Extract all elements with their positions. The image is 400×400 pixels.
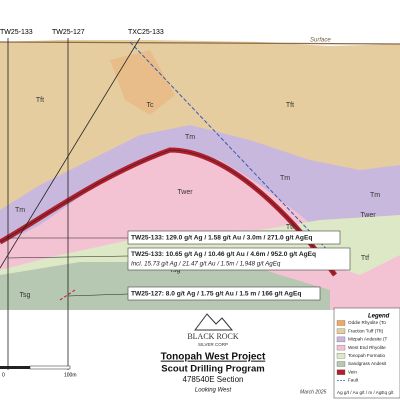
hole-label: TW25-133 — [0, 29, 33, 36]
legend-label: Sandgrass Andesit — [348, 361, 387, 366]
legend-swatch — [336, 328, 346, 334]
hole-label: TW25-127 — [52, 29, 85, 36]
legend-label: Mizpah Andesite (T — [348, 337, 388, 342]
surface-line — [0, 41, 400, 45]
unit-label: Tm — [185, 134, 195, 141]
unit-label: Twer — [360, 212, 376, 219]
unit-label: Tm — [280, 175, 290, 182]
unit-label: Tm — [370, 192, 380, 199]
unit-label: Ttf — [361, 255, 369, 262]
callout-box — [127, 247, 351, 271]
legend-swatch — [336, 353, 346, 359]
legend-items: Oddie Rhyolite (To Fraction Tuff (Tft) Miz… — [336, 320, 388, 383]
vein-outline — [0, 149, 336, 276]
intercept: TW25-127: 8.0 g/t Ag / 1.75 g/t Au / 1.5… — [131, 290, 301, 297]
unit-tc — [110, 50, 175, 115]
view: Looking West — [195, 388, 232, 394]
legend-swatch — [336, 361, 346, 367]
scale-bar — [29, 365, 71, 370]
scale-label: 0 — [2, 372, 5, 378]
callout-box — [127, 230, 341, 245]
legend-label: Tonopah Formatio — [348, 353, 385, 358]
hole-label: TXC25-133 — [128, 29, 164, 36]
legend-label: Vein — [348, 369, 357, 374]
legend-label: Oddie Rhyolite (To — [348, 320, 386, 325]
section: 478540E Section — [183, 375, 244, 384]
intercept: Incl. 15.73 g/t Ag / 21.47 g/t Au / 1.5m… — [131, 261, 281, 268]
scale-label: 100m — [64, 372, 77, 378]
drill-hole — [0, 37, 141, 269]
unit-label: Twer — [177, 189, 193, 196]
unit-label: Tsg — [170, 267, 181, 274]
legend-footer: Ag g/t / Au g/t / m / AgEq g/t — [337, 390, 394, 395]
logo-sub: SILVER CORP — [198, 342, 228, 347]
logo-name: BLACK ROCK — [187, 332, 239, 341]
legend-title: Legend — [368, 314, 390, 320]
intercept: TW25-133: 10.65 g/t Ag / 10.46 g/t Au / … — [131, 251, 316, 258]
leader — [7, 255, 129, 259]
leader — [67, 293, 129, 297]
legend-swatch — [336, 344, 346, 351]
legend-swatch — [336, 336, 346, 343]
date: March 2025 — [300, 389, 327, 395]
fault — [129, 41, 336, 259]
unit-label: Tsg — [20, 292, 31, 299]
legend-label: West End Rhyolite — [348, 345, 386, 350]
unit-label: Tft — [36, 97, 44, 104]
unit-label: Tc — [147, 102, 155, 109]
unit-label: Tm — [15, 207, 25, 214]
legend-swatch — [336, 320, 346, 326]
subtitle: Scout Drilling Program — [161, 364, 264, 375]
fault-minor — [59, 289, 76, 301]
unit-label: Ttf — [286, 224, 294, 231]
legend-label: Fault — [348, 378, 359, 383]
unit-label: Tft — [286, 102, 294, 109]
title: Tonopah West Project — [161, 352, 266, 363]
legend-swatch — [336, 369, 346, 375]
logo-mark — [194, 313, 234, 331]
scale-bar — [0, 366, 30, 369]
surface-label: Surface — [310, 38, 331, 44]
callout-box — [127, 286, 321, 301]
legend-label: Fraction Tuff (Tft) — [348, 328, 384, 333]
intercept: TW25-133: 129.0 g/t Ag / 1.58 g/t Au / 3… — [131, 234, 312, 241]
